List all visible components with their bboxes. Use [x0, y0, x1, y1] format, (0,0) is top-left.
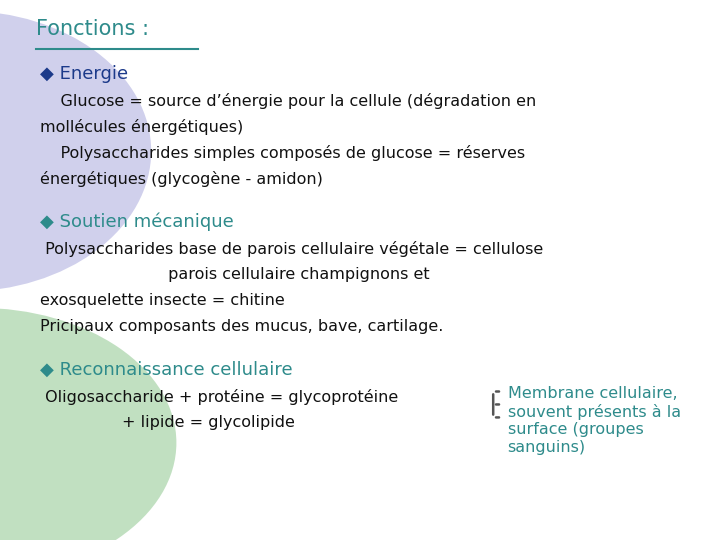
Text: mollécules énergétiques): mollécules énergétiques): [40, 119, 243, 135]
Text: ◆ Energie: ◆ Energie: [40, 65, 127, 83]
Text: énergétiques (glycogène - amidon): énergétiques (glycogène - amidon): [40, 171, 323, 187]
Text: parois cellulaire champignons et: parois cellulaire champignons et: [40, 267, 429, 282]
Ellipse shape: [0, 308, 176, 540]
Text: exosquelette insecte = chitine: exosquelette insecte = chitine: [40, 293, 284, 308]
Text: Polysaccharides simples composés de glucose = réserves: Polysaccharides simples composés de gluc…: [40, 145, 525, 161]
Text: ◆ Reconnaissance cellulaire: ◆ Reconnaissance cellulaire: [40, 361, 292, 379]
Text: Polysaccharides base de parois cellulaire végétale = cellulose: Polysaccharides base de parois cellulair…: [40, 241, 543, 257]
Text: Fonctions :: Fonctions :: [36, 19, 162, 39]
Text: Glucose = source d’énergie pour la cellule (dégradation en: Glucose = source d’énergie pour la cellu…: [40, 93, 536, 109]
Text: Oligosaccharide + protéine = glycoprotéine: Oligosaccharide + protéine = glycoprotéi…: [40, 389, 398, 405]
Text: + lipide = glycolipide: + lipide = glycolipide: [40, 415, 294, 430]
Text: Pricipaux composants des mucus, bave, cartilage.: Pricipaux composants des mucus, bave, ca…: [40, 319, 443, 334]
Text: Membrane cellulaire,
souvent présents à la
surface (groupes
sanguins): Membrane cellulaire, souvent présents à …: [508, 386, 680, 455]
Text: ◆ Soutien mécanique: ◆ Soutien mécanique: [40, 213, 233, 231]
Ellipse shape: [0, 11, 151, 292]
